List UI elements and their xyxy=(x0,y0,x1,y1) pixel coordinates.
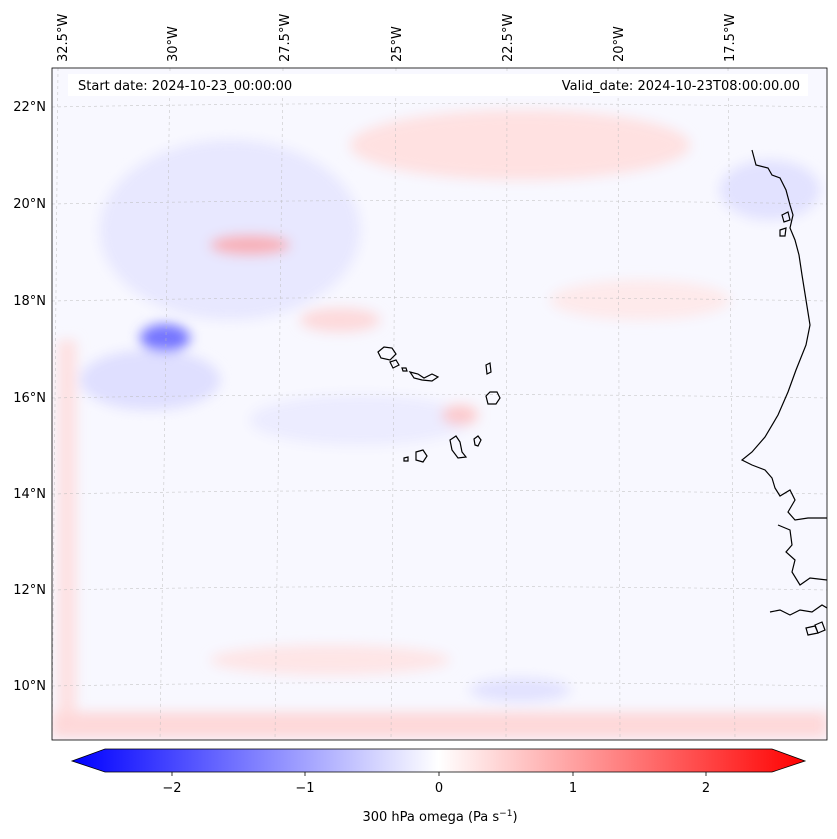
gridline-lon xyxy=(159,68,171,740)
colorbar-tick-label: 2 xyxy=(702,781,710,796)
island-sao-nicolau xyxy=(408,371,440,382)
island-boa-vista xyxy=(485,391,501,405)
omega-boundary-bottom xyxy=(52,712,827,738)
colorbar: −2 −1 0 1 2 300 hPa omega (Pa s−1) xyxy=(70,748,807,825)
lon-tick-label: 25°W xyxy=(390,26,405,62)
coastlines xyxy=(377,149,827,636)
omega-region-south-blue xyxy=(470,678,570,702)
lat-tick-label: 12°N xyxy=(13,583,46,598)
lon-tick-label: 22.5°W xyxy=(501,14,516,62)
gridline-lat xyxy=(52,682,827,687)
colorbar-tick-label: 1 xyxy=(569,781,577,796)
coastline-guinea-bissau xyxy=(769,604,827,616)
omega-region-island-red xyxy=(442,405,478,425)
colorbar-title-exponent: −1 xyxy=(499,809,512,819)
lat-tick-label: 10°N xyxy=(13,679,46,694)
colorbar-title: 300 hPa omega (Pa s−1) xyxy=(362,809,517,825)
gridline-lon xyxy=(727,68,736,740)
coastline-senegal-south xyxy=(777,524,827,586)
gridlines xyxy=(52,68,827,740)
omega-region-east-red xyxy=(550,280,730,320)
gridline-lat xyxy=(52,200,827,205)
gridline-lon xyxy=(390,68,397,740)
omega-region-northwest-mixed xyxy=(100,140,360,320)
gridline-lat xyxy=(52,586,827,591)
gridline-lat xyxy=(52,394,827,399)
omega-region-east-blue xyxy=(720,160,820,220)
map-panel: Start date: 2024-10-23_00:00:00 Valid_da… xyxy=(52,68,827,740)
lat-tick-label: 16°N xyxy=(13,391,46,406)
colorbar-tick-label: −2 xyxy=(162,781,181,796)
omega-region-red-band xyxy=(210,235,290,255)
omega-region-south-red xyxy=(210,645,450,675)
lat-tick-labels: 22°N 20°N 18°N 16°N 14°N 12°N 10°N xyxy=(13,100,46,694)
lon-tick-label: 27.5°W xyxy=(278,14,293,62)
colorbar-tick-label: −1 xyxy=(295,781,314,796)
gridline-lon xyxy=(617,68,621,740)
omega-region-central-red xyxy=(300,308,380,332)
valid-date-label: Valid_date: 2024-10-23T08:00:00.00 xyxy=(562,79,800,94)
lon-tick-label: 32.5°W xyxy=(56,14,71,62)
island-santo-antao xyxy=(377,346,397,361)
colorbar-title-main: 300 hPa omega (Pa s xyxy=(362,810,499,825)
gridline-lat xyxy=(52,490,827,495)
island-maio xyxy=(473,435,482,447)
coastline-africa xyxy=(740,149,827,521)
lat-tick-label: 18°N xyxy=(13,294,46,309)
gridline-lon xyxy=(52,68,59,740)
omega-region-west-blue xyxy=(80,350,220,410)
omega-field xyxy=(52,110,827,738)
colorbar-tick-label: 0 xyxy=(435,781,443,796)
omega-region-central-blue xyxy=(250,395,470,445)
island-santa-luzia xyxy=(401,367,408,372)
coastline-cape-blanc-islets xyxy=(779,211,791,237)
gridline-lon xyxy=(505,68,508,740)
island-sal xyxy=(485,362,492,375)
map-frame xyxy=(51,67,828,741)
header-box xyxy=(68,74,808,96)
gridline-lat xyxy=(52,297,827,302)
island-sao-vicente xyxy=(389,359,400,369)
lat-tick-label: 22°N xyxy=(13,100,46,115)
omega-region-blue-core xyxy=(140,324,190,352)
lat-tick-label: 20°N xyxy=(13,197,46,212)
gridline-lon xyxy=(274,68,284,740)
omega-boundary-left xyxy=(58,340,76,720)
island-santiago xyxy=(449,435,468,459)
lon-tick-labels: 32.5°W 30°W 27.5°W 25°W 22.5°W 20°W 17.5… xyxy=(56,14,738,62)
lon-tick-label: 17.5°W xyxy=(723,14,738,62)
island-brava xyxy=(403,456,409,462)
start-date-label: Start date: 2024-10-23_00:00:00 xyxy=(78,79,292,94)
island-fogo xyxy=(415,449,428,463)
colorbar-title-close: ) xyxy=(512,810,517,825)
colorbar-bar xyxy=(70,748,807,773)
coastline-bissagos xyxy=(805,621,826,636)
colorbar-ticks xyxy=(171,772,707,776)
omega-region-north-red xyxy=(350,110,690,180)
lon-tick-label: 20°W xyxy=(612,26,627,62)
lat-tick-label: 14°N xyxy=(13,487,46,502)
lon-tick-label: 30°W xyxy=(166,26,181,62)
gridline-lat xyxy=(52,103,827,108)
